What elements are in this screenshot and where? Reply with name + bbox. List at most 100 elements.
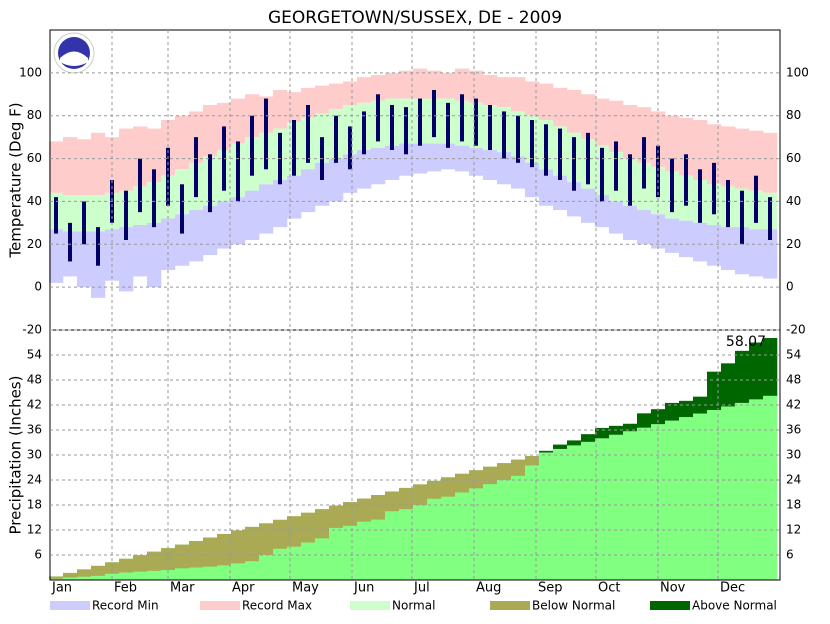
y2-tick-label: 54	[786, 348, 801, 362]
below-normal	[343, 502, 358, 526]
legend-label: Above Normal	[692, 599, 777, 613]
y2-tick-label: 18	[786, 498, 801, 512]
record-min-band	[231, 197, 246, 245]
observed-range	[376, 94, 380, 142]
observed-range	[208, 154, 212, 213]
record-min-band	[413, 143, 428, 174]
record-min-band	[497, 152, 512, 185]
record-min-band	[525, 162, 540, 198]
above-normal	[539, 450, 554, 453]
observed-range	[754, 175, 758, 223]
below-normal	[105, 562, 120, 574]
above-normal	[707, 371, 722, 410]
normal-precip	[399, 487, 414, 580]
y2-tick-label: 6	[786, 548, 794, 562]
observed-range	[768, 197, 772, 240]
y-tick-label: 20	[27, 237, 42, 251]
below-normal	[497, 463, 512, 480]
normal-band	[91, 195, 106, 232]
record-min-band	[301, 169, 316, 213]
above-normal	[623, 423, 638, 432]
observed-range	[124, 190, 128, 240]
y-tick-label: 48	[27, 373, 42, 387]
record-max-band	[665, 115, 680, 172]
record-max-band	[679, 117, 694, 176]
y2-tick-label: 60	[786, 151, 801, 165]
record-min-band	[553, 175, 568, 210]
observed-range	[418, 98, 422, 146]
below-normal	[371, 495, 386, 520]
y2-tick-label: -20	[786, 323, 806, 337]
observed-range	[96, 227, 100, 266]
record-min-band	[735, 227, 750, 275]
record-max-band	[441, 72, 456, 99]
record-max-band	[623, 105, 638, 159]
record-min-band	[119, 227, 134, 292]
below-normal	[329, 505, 344, 528]
record-min-band	[161, 218, 176, 270]
normal-precip	[539, 452, 554, 580]
record-min-band	[371, 147, 386, 185]
y2-tick-label: 42	[786, 398, 801, 412]
record-max-band	[287, 92, 302, 123]
observed-range	[586, 132, 590, 185]
record-max-band	[721, 126, 736, 187]
below-normal	[203, 537, 218, 567]
record-max-band	[609, 100, 624, 153]
observed-range	[670, 158, 674, 213]
normal-precip	[581, 441, 596, 580]
normal-precip	[637, 427, 652, 580]
record-min-band	[539, 169, 554, 206]
x-tick-label: Aug	[476, 581, 501, 596]
below-normal	[273, 519, 288, 549]
y-tick-label: 40	[27, 194, 42, 208]
record-min-band	[357, 150, 372, 189]
below-normal	[49, 576, 64, 579]
record-max-band	[63, 137, 78, 195]
record-max-band	[427, 70, 442, 99]
y2-tick-label: 0	[786, 280, 794, 294]
frame	[49, 29, 781, 581]
y-tick-label: 54	[27, 348, 42, 362]
observed-range	[740, 190, 744, 245]
legend-swatch	[200, 601, 240, 610]
record-max-band	[567, 90, 582, 133]
x-tick-label: Sep	[538, 581, 563, 596]
normal-precip	[749, 399, 764, 580]
y-tick-label: 18	[27, 498, 42, 512]
record-max-band	[371, 75, 386, 101]
record-max-band	[147, 128, 162, 183]
record-min-band	[203, 205, 218, 255]
legend-swatch	[490, 601, 530, 610]
record-max-band	[525, 81, 540, 116]
observed-range	[544, 124, 548, 176]
record-max-band	[553, 87, 568, 127]
below-normal	[511, 459, 526, 476]
below-normal	[469, 470, 484, 489]
observed-range	[600, 147, 604, 202]
legend-label: Record Min	[92, 599, 159, 613]
observed-range	[348, 126, 352, 170]
record-min-band	[749, 229, 764, 277]
observed-range	[656, 145, 660, 198]
below-normal	[91, 565, 106, 576]
normal-band	[63, 195, 78, 232]
record-min-band	[721, 227, 736, 270]
y-tick-label: 42	[27, 398, 42, 412]
normal-precip	[567, 445, 582, 580]
above-normal	[567, 440, 582, 446]
normal-precip	[609, 434, 624, 580]
record-min-band	[763, 229, 778, 279]
below-normal	[147, 551, 162, 571]
record-min-band	[385, 145, 400, 180]
record-max-band	[399, 70, 414, 99]
record-min-band	[581, 188, 596, 223]
observed-range	[446, 102, 450, 148]
observed-range	[152, 169, 156, 228]
x-tick-label: Feb	[114, 581, 137, 596]
normal-precip	[469, 470, 484, 580]
x-tick-label: Jul	[413, 581, 430, 596]
y-tick-label: 80	[27, 108, 42, 122]
observed-range	[558, 128, 562, 180]
